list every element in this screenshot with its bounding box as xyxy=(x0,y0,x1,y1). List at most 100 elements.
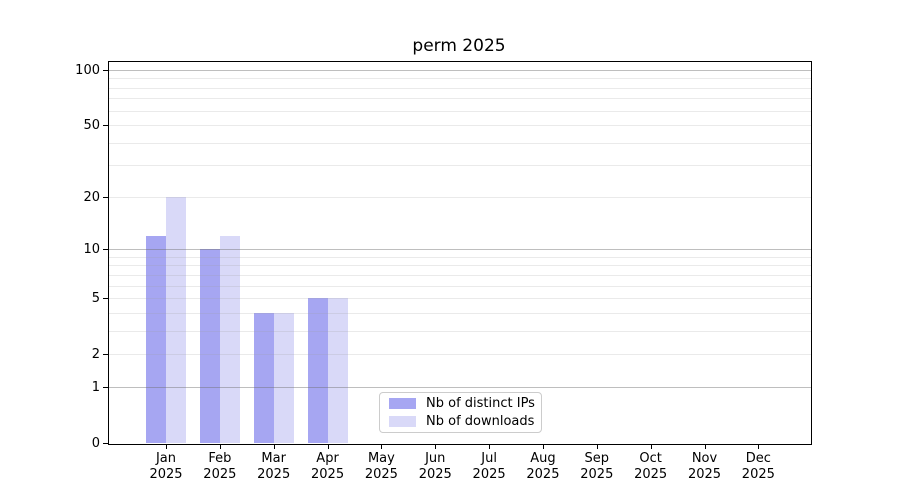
gridline-minor-80 xyxy=(109,87,811,89)
legend-label-downloads: Nb of downloads xyxy=(426,414,535,429)
y-tick-mark-1 xyxy=(103,386,108,388)
gridline-minor-4 xyxy=(109,312,811,314)
x-tick-mark-apr xyxy=(327,444,329,449)
bar-downloads-jan xyxy=(166,196,186,443)
y-tick-label-0: 0 xyxy=(91,436,100,451)
x-tick-month: Jul xyxy=(481,451,497,466)
y-tick-mark-0 xyxy=(103,443,108,444)
gridline-minor-70 xyxy=(109,98,811,100)
bar-distinct-ips-feb xyxy=(199,249,220,443)
x-tick-year: 2025 xyxy=(257,467,291,482)
y-tick-mark-2 xyxy=(103,354,108,356)
x-tick-mark-jan xyxy=(166,444,167,449)
x-tick-year: 2025 xyxy=(311,467,345,482)
x-tick-mark-jun xyxy=(435,444,437,449)
bar-downloads-mar xyxy=(273,312,294,443)
gridline-minor-6 xyxy=(109,285,811,287)
x-tick-month: Sep xyxy=(584,451,610,466)
gridline-minor-20 xyxy=(109,196,811,198)
bar-downloads-feb xyxy=(219,235,240,443)
legend-row-downloads: Nb of downloads xyxy=(380,414,541,429)
x-tick-month: Apr xyxy=(316,451,339,466)
x-tick-label-apr: Apr 2025 xyxy=(293,451,363,483)
x-tick-mark-may xyxy=(381,444,383,449)
x-tick-mark-jul xyxy=(489,444,491,449)
y-tick-mark-50 xyxy=(103,125,108,127)
x-tick-label-dec: Dec 2025 xyxy=(723,451,793,483)
x-tick-label-feb: Feb 2025 xyxy=(185,451,255,483)
x-tick-mark-dec xyxy=(758,444,760,449)
y-tick-label-100: 100 xyxy=(75,63,100,78)
x-tick-label-jan: Jan 2025 xyxy=(131,451,201,483)
bar-distinct-ips-apr xyxy=(307,298,328,443)
legend-row-distinct-ips: Nb of distinct IPs xyxy=(380,396,541,411)
y-tick-label-50: 50 xyxy=(83,118,100,134)
gridline-minor-30 xyxy=(109,165,811,167)
x-tick-label-sep: Sep 2025 xyxy=(562,451,632,483)
gridline-minor-9 xyxy=(109,256,811,258)
y-tick-mark-20 xyxy=(103,196,108,198)
bar-downloads-apr xyxy=(327,298,348,443)
y-tick-label-10: 10 xyxy=(83,242,100,258)
x-tick-month: May xyxy=(367,451,395,466)
gridline-minor-7 xyxy=(109,274,811,276)
x-tick-month: Jun xyxy=(425,451,446,466)
distinct-ips-swatch xyxy=(389,398,416,409)
x-tick-label-nov: Nov 2025 xyxy=(670,451,740,483)
y-tick-mark-10 xyxy=(103,249,108,251)
y-tick-mark-5 xyxy=(103,298,108,300)
legend-label-distinct-ips: Nb of distinct IPs xyxy=(426,396,535,411)
gridline-minor-8 xyxy=(109,265,811,267)
x-tick-label-jul: Jul 2025 xyxy=(454,451,524,483)
x-tick-month: Aug xyxy=(530,451,556,466)
y-tick-label-5: 5 xyxy=(91,291,100,307)
gridline-minor-90 xyxy=(109,78,811,80)
x-tick-mark-mar xyxy=(273,444,275,449)
y-tick-label-1: 1 xyxy=(91,379,100,395)
x-tick-year: 2025 xyxy=(364,467,398,482)
x-tick-label-mar: Mar 2025 xyxy=(239,451,309,483)
x-tick-year: 2025 xyxy=(580,467,614,482)
legend: Nb of distinct IPs Nb of downloads xyxy=(379,392,542,433)
x-tick-month: Oct xyxy=(639,451,662,466)
x-tick-year: 2025 xyxy=(149,467,183,482)
x-tick-year: 2025 xyxy=(203,467,237,482)
x-tick-label-jun: Jun 2025 xyxy=(400,451,470,483)
x-tick-mark-feb xyxy=(219,444,221,449)
x-tick-mark-oct xyxy=(650,444,652,449)
x-tick-year: 2025 xyxy=(526,467,560,482)
gridline-minor-60 xyxy=(109,110,811,112)
y-tick-label-2: 2 xyxy=(91,347,100,363)
gridline-major-10 xyxy=(109,249,811,251)
x-tick-label-may: May 2025 xyxy=(346,451,416,483)
bar-distinct-ips-jan xyxy=(146,235,166,443)
x-tick-month: Feb xyxy=(208,451,232,466)
x-tick-year: 2025 xyxy=(741,467,775,482)
gridline-major-1 xyxy=(109,386,811,388)
x-tick-mark-nov xyxy=(704,444,706,449)
y-tick-mark-100 xyxy=(103,70,108,71)
x-tick-month: Nov xyxy=(691,451,718,466)
x-tick-month: Mar xyxy=(261,451,286,466)
y-tick-label-20: 20 xyxy=(83,189,100,205)
x-tick-mark-sep xyxy=(596,444,598,449)
x-tick-year: 2025 xyxy=(472,467,506,482)
gridline-minor-3 xyxy=(109,330,811,332)
x-tick-label-aug: Aug 2025 xyxy=(508,451,578,483)
x-tick-year: 2025 xyxy=(418,467,452,482)
x-tick-year: 2025 xyxy=(687,467,722,482)
bar-distinct-ips-mar xyxy=(253,312,274,443)
x-tick-month: Dec xyxy=(745,451,771,466)
gridline-major-100 xyxy=(109,70,811,71)
x-tick-mark-aug xyxy=(542,444,544,449)
gridline-minor-40 xyxy=(109,142,811,144)
downloads-swatch xyxy=(389,416,416,427)
plot-area xyxy=(108,61,812,445)
x-tick-month: Jan xyxy=(155,451,177,466)
gridline-minor-50 xyxy=(109,125,811,127)
x-tick-year: 2025 xyxy=(634,467,668,482)
gridline-minor-2 xyxy=(109,354,811,356)
gridline-minor-5 xyxy=(109,298,811,300)
x-tick-label-oct: Oct 2025 xyxy=(616,451,686,483)
